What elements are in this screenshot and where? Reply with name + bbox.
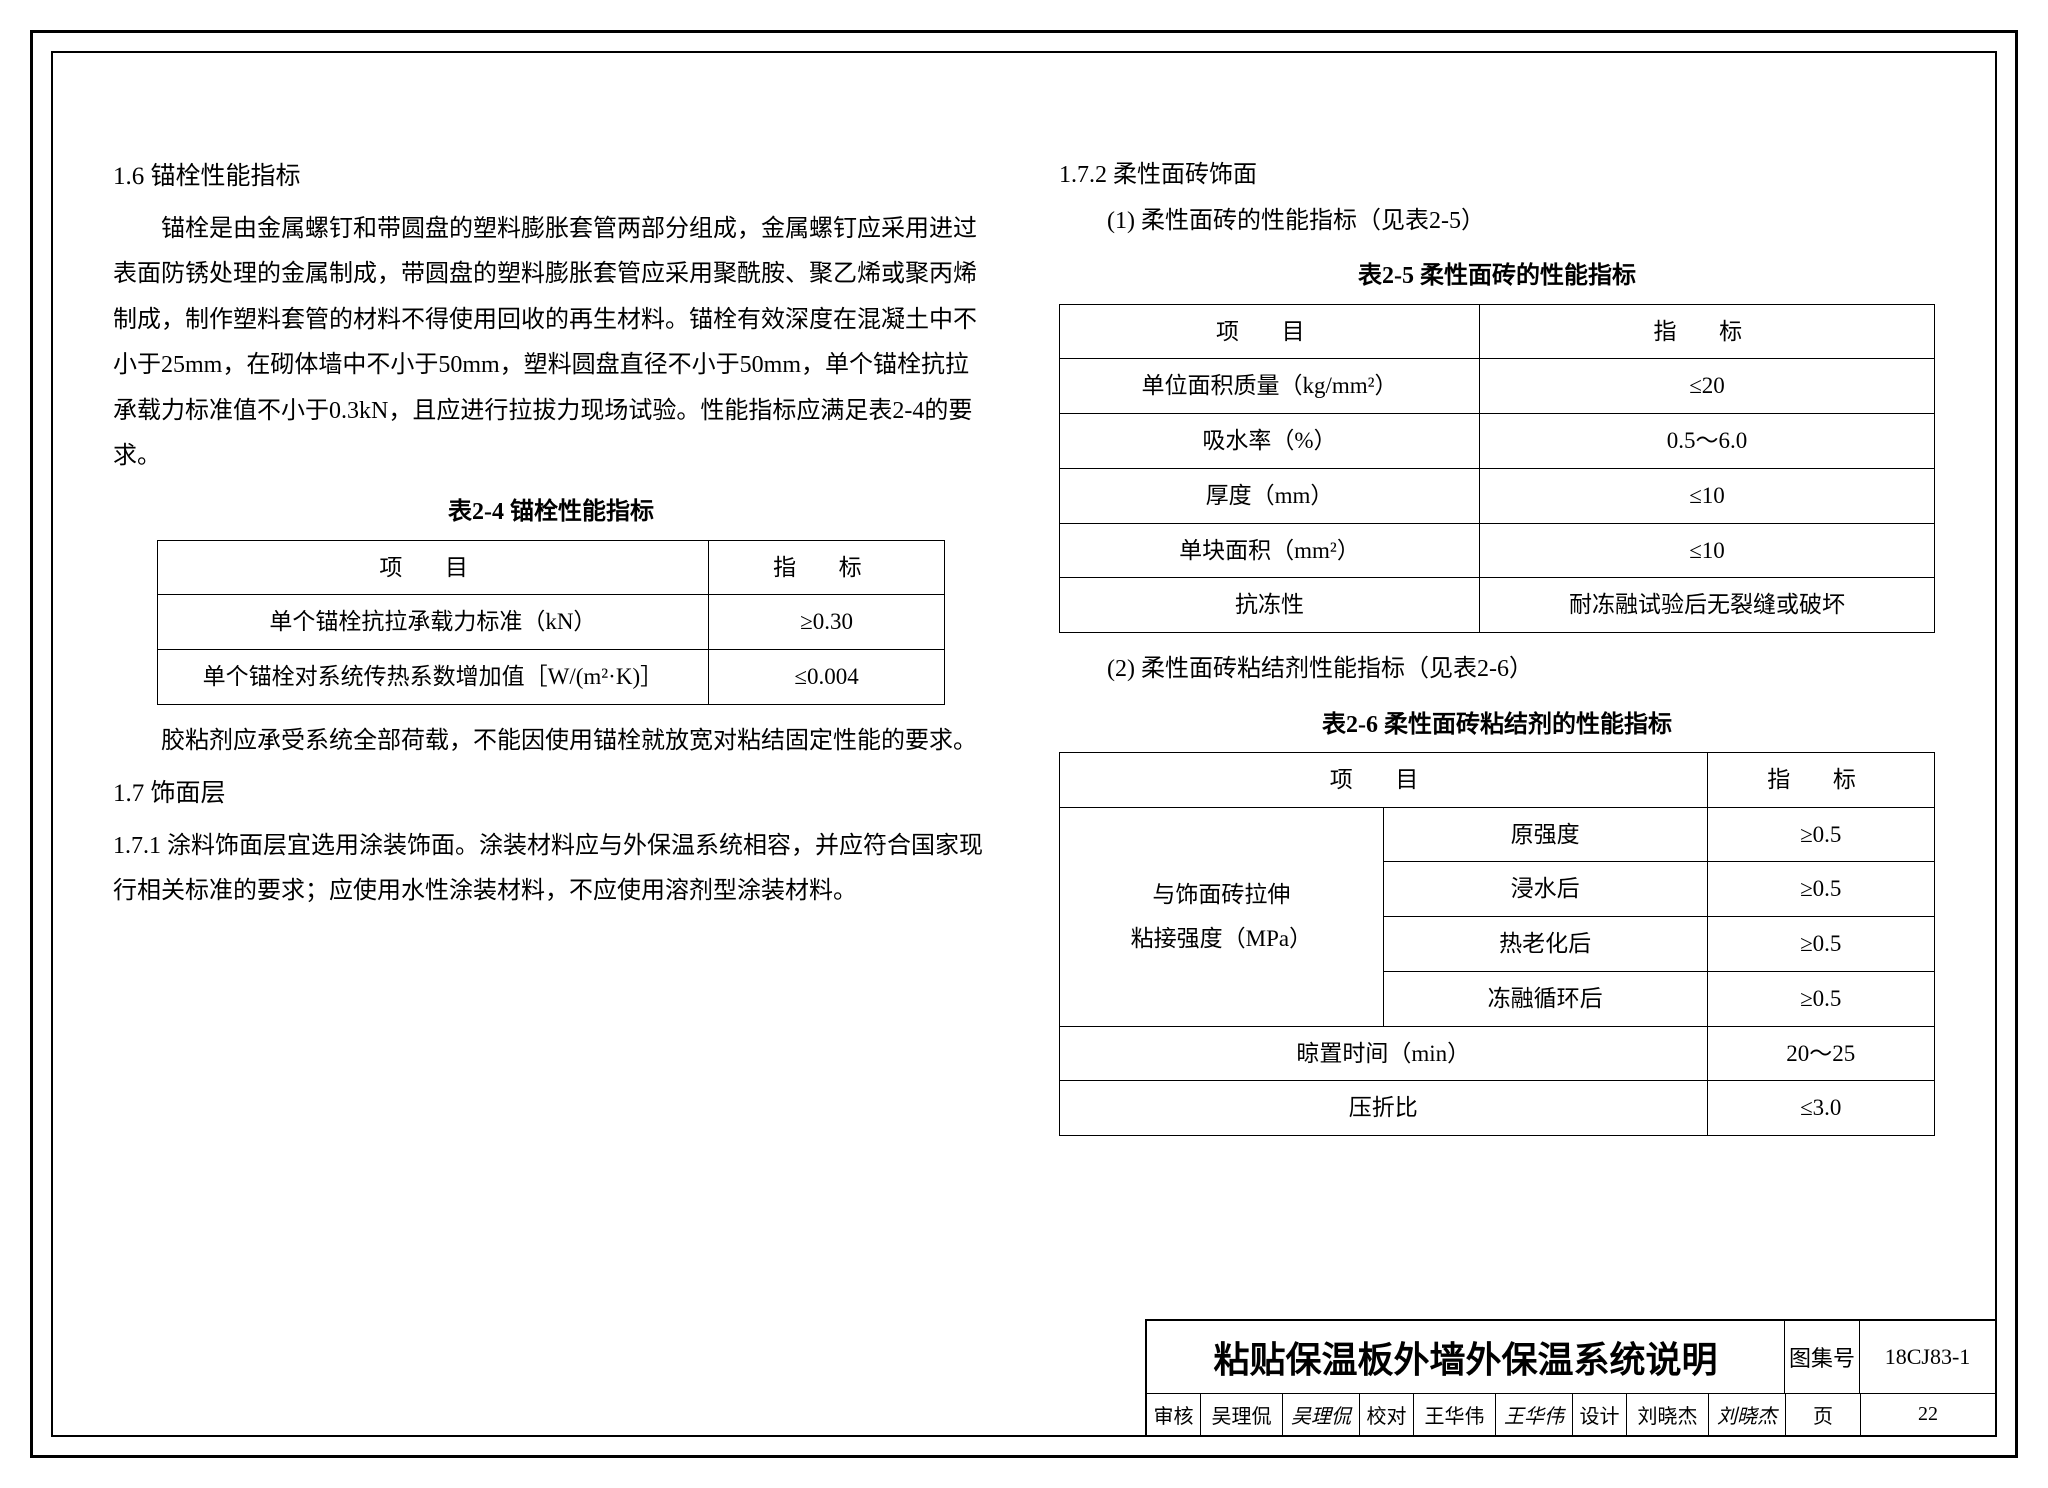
t25-h2: 指 标 [1480,304,1935,359]
serial-label: 图集号 [1785,1321,1860,1393]
table-2-5: 项 目 指 标 单位面积质量（kg/mm²）≤20 吸水率（%）0.5～6.0 … [1059,304,1935,633]
table-row: 项 目 指 标 [1060,753,1935,808]
t25-h1: 项 目 [1060,304,1480,359]
post-table-para: 胶粘剂应承受系统全部荷载，不能因使用锚栓就放宽对粘结固定性能的要求。 [113,719,989,765]
design-name: 刘晓杰 [1627,1394,1709,1435]
section-1-6-title: 1.6 锚栓性能指标 [113,153,989,201]
audit-label: 审核 [1147,1394,1201,1435]
t24-h1: 项 目 [157,540,708,595]
table-row: 吸水率（%）0.5～6.0 [1060,414,1935,469]
table-2-5-caption: 表2-5 柔性面砖的性能指标 [1059,254,1935,300]
table-row: 厚度（mm）≤10 [1060,468,1935,523]
outer-frame: 1.6 锚栓性能指标 锚栓是由金属螺钉和带圆盘的塑料膨胀套管两部分组成，金属螺钉… [30,30,2018,1458]
table-2-4-caption: 表2-4 锚栓性能指标 [113,490,989,536]
table-row: 项 目 指 标 [1060,304,1935,359]
sub-1: (1) 柔性面砖的性能指标（见表2-5） [1059,199,1935,245]
table-2-6: 项 目 指 标 与饰面砖拉伸 粘接强度（MPa） 原强度≥0.5 浸水后≥0.5… [1059,752,1935,1136]
title-block-row1: 粘贴保温板外墙外保温系统说明 图集号 18CJ83-1 [1147,1321,1995,1393]
drawing-title: 粘贴保温板外墙外保温系统说明 [1147,1321,1785,1393]
inner-frame: 1.6 锚栓性能指标 锚栓是由金属螺钉和带圆盘的塑料膨胀套管两部分组成，金属螺钉… [51,51,1997,1437]
table-row: 单个锚栓抗拉承载力标准（kN） ≥0.30 [157,595,944,650]
page-label: 页 [1786,1394,1861,1435]
t24-r1c2: ≥0.30 [708,595,944,650]
page-number: 22 [1861,1394,1995,1435]
table-row: 压折比≤3.0 [1060,1081,1935,1136]
check-name: 王华伟 [1414,1394,1496,1435]
design-signature: 刘晓杰 [1709,1394,1786,1435]
right-column: 1.7.2 柔性面砖饰面 (1) 柔性面砖的性能指标（见表2-5） 表2-5 柔… [1059,153,1935,1255]
table-row: 单位面积质量（kg/mm²）≤20 [1060,359,1935,414]
table-2-6-caption: 表2-6 柔性面砖粘结剂的性能指标 [1059,703,1935,749]
two-column-content: 1.6 锚栓性能指标 锚栓是由金属螺钉和带圆盘的塑料膨胀套管两部分组成，金属螺钉… [113,153,1935,1255]
title-block: 粘贴保温板外墙外保温系统说明 图集号 18CJ83-1 审核 吴理侃 吴理侃 校… [1145,1319,1995,1435]
table-row: 单块面积（mm²）≤10 [1060,523,1935,578]
table-2-4: 项 目 指 标 单个锚栓抗拉承载力标准（kN） ≥0.30 单个锚栓对系统传热系… [157,540,945,705]
title-block-row2: 审核 吴理侃 吴理侃 校对 王华伟 王华伟 设计 刘晓杰 刘晓杰 页 22 [1147,1393,1995,1435]
t24-r1c1: 单个锚栓抗拉承载力标准（kN） [157,595,708,650]
table-row: 抗冻性耐冻融试验后无裂缝或破坏 [1060,578,1935,633]
table-row: 项 目 指 标 [157,540,944,595]
table-row: 晾置时间（min）20～25 [1060,1026,1935,1081]
section-1-7-title: 1.7 饰面层 [113,770,989,818]
design-label: 设计 [1573,1394,1627,1435]
section-1-7-2-title: 1.7.2 柔性面砖饰面 [1059,153,1935,199]
check-signature: 王华伟 [1496,1394,1573,1435]
section-1-6-para: 锚栓是由金属螺钉和带圆盘的塑料膨胀套管两部分组成，金属螺钉应采用进过表面防锈处理… [113,207,989,481]
audit-signature: 吴理侃 [1283,1394,1360,1435]
check-label: 校对 [1360,1394,1414,1435]
serial-value: 18CJ83-1 [1860,1321,1995,1393]
t24-h2: 指 标 [708,540,944,595]
left-column: 1.6 锚栓性能指标 锚栓是由金属螺钉和带圆盘的塑料膨胀套管两部分组成，金属螺钉… [113,153,989,1255]
section-1-7-1: 1.7.1 涂料饰面层宜选用涂装饰面。涂装材料应与外保温系统相容，并应符合国家现… [113,824,989,915]
t26-h2: 指 标 [1707,753,1935,808]
t24-r2c1: 单个锚栓对系统传热系数增加值［W/(m²·K)］ [157,650,708,705]
t26-merge: 与饰面砖拉伸 粘接强度（MPa） [1060,807,1384,1026]
t26-h1: 项 目 [1060,753,1708,808]
sub-2: (2) 柔性面砖粘结剂性能指标（见表2-6） [1059,647,1935,693]
table-row: 与饰面砖拉伸 粘接强度（MPa） 原强度≥0.5 [1060,807,1935,862]
audit-name: 吴理侃 [1201,1394,1283,1435]
t24-r2c2: ≤0.004 [708,650,944,705]
table-row: 单个锚栓对系统传热系数增加值［W/(m²·K)］ ≤0.004 [157,650,944,705]
